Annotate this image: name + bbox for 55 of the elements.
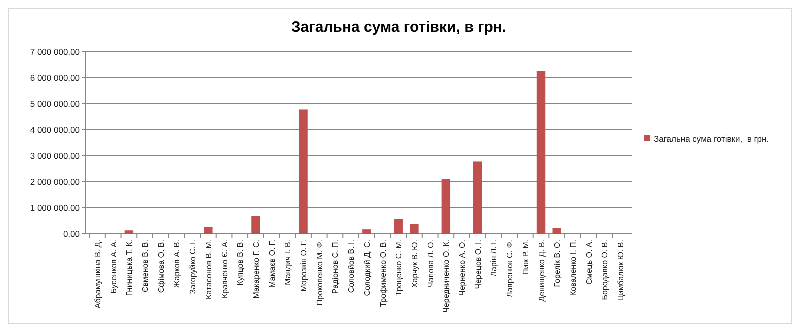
y-tick-label: 0,00 <box>63 228 80 239</box>
y-tick-label: 1 000 000,00 <box>30 202 80 213</box>
x-tick-label: Ларін Л. І. <box>490 240 499 277</box>
bar <box>410 224 419 234</box>
y-tick-label: 6 000 000,00 <box>30 72 80 83</box>
x-tick-label: Горелік В. О. <box>553 240 562 288</box>
bar <box>442 179 451 234</box>
bar <box>552 228 562 234</box>
bar <box>536 72 546 234</box>
legend-label: Загальна сума готівки, в грн. <box>654 134 770 144</box>
x-tick-label: Денищенко Д. В. <box>537 240 546 302</box>
bar <box>474 162 482 234</box>
x-tick-label: Катасонов В. М. <box>204 240 214 300</box>
x-tick-label: Єфімова О. В. <box>156 240 166 294</box>
y-tick-label: 3 000 000,00 <box>30 150 80 161</box>
x-tick-label: Мамаєв О. Г. <box>268 240 277 288</box>
x-tick-label: Чапова Л. О. <box>426 240 436 288</box>
x-tick-label: Загоруйко С. І. <box>188 240 198 294</box>
x-tick-label: Бусенков А. А. <box>109 240 118 294</box>
bar <box>252 216 260 234</box>
x-tick-label: Лавренюк С. Ф. <box>506 240 515 298</box>
bar <box>299 110 308 234</box>
x-tick-label: Харчук В. Ю. <box>410 240 420 288</box>
x-tick-label: Чередниченко О. К. <box>442 240 452 313</box>
x-tick-label: Макаренко Г. С. <box>252 240 261 299</box>
x-tick-label: Соловйов В. І. <box>347 240 356 294</box>
x-tick-label: Євменов В. В. <box>141 240 150 293</box>
x-tick-label: Бородавко О. В. <box>600 240 610 300</box>
x-tick-label: Абрамушкіна В. Д. <box>93 240 102 309</box>
x-tick-label: Гниницька Т. К. <box>125 240 134 296</box>
bar <box>394 219 403 234</box>
x-tick-label: Трофименко О. В. <box>378 240 388 308</box>
bar <box>362 230 372 234</box>
x-tick-label: Черецов О. І. <box>474 240 483 290</box>
x-tick-label: Ємець О. А. <box>584 240 594 285</box>
x-tick-label: Морозкін О. Г. <box>300 240 309 292</box>
x-tick-label: Радіонов С. П. <box>331 240 340 294</box>
x-tick-label: Пиж Р. М. <box>521 240 530 275</box>
y-tick-label: 7 000 000,00 <box>30 46 80 57</box>
chart-title: Загальна сума готівки, в грн. <box>291 19 507 36</box>
x-tick-label: Цимбалюк Ю. В. <box>616 240 626 302</box>
x-tick-label: Мандич І. В. <box>284 240 293 286</box>
x-tick-label: Кравченко Є. А. <box>220 240 230 298</box>
bar <box>124 230 134 234</box>
y-tick-label: 4 000 000,00 <box>30 124 80 135</box>
x-tick-label: Троценко С. М. <box>394 240 404 296</box>
x-tick-label: Прокопенко М. Ф. <box>315 240 324 306</box>
y-tick-label: 5 000 000,00 <box>30 98 80 109</box>
x-tick-label: Коваленко І. П. <box>568 240 578 296</box>
x-tick-label: Купцов В. В. <box>236 240 246 286</box>
x-tick-label: Черненко А. О. <box>458 240 468 296</box>
x-tick-label: Жарков А. В. <box>172 240 182 288</box>
y-tick-label: 2 000 000,00 <box>30 176 80 187</box>
x-tick-label: Солодкий Д. С. <box>362 240 372 296</box>
bar <box>204 226 213 234</box>
